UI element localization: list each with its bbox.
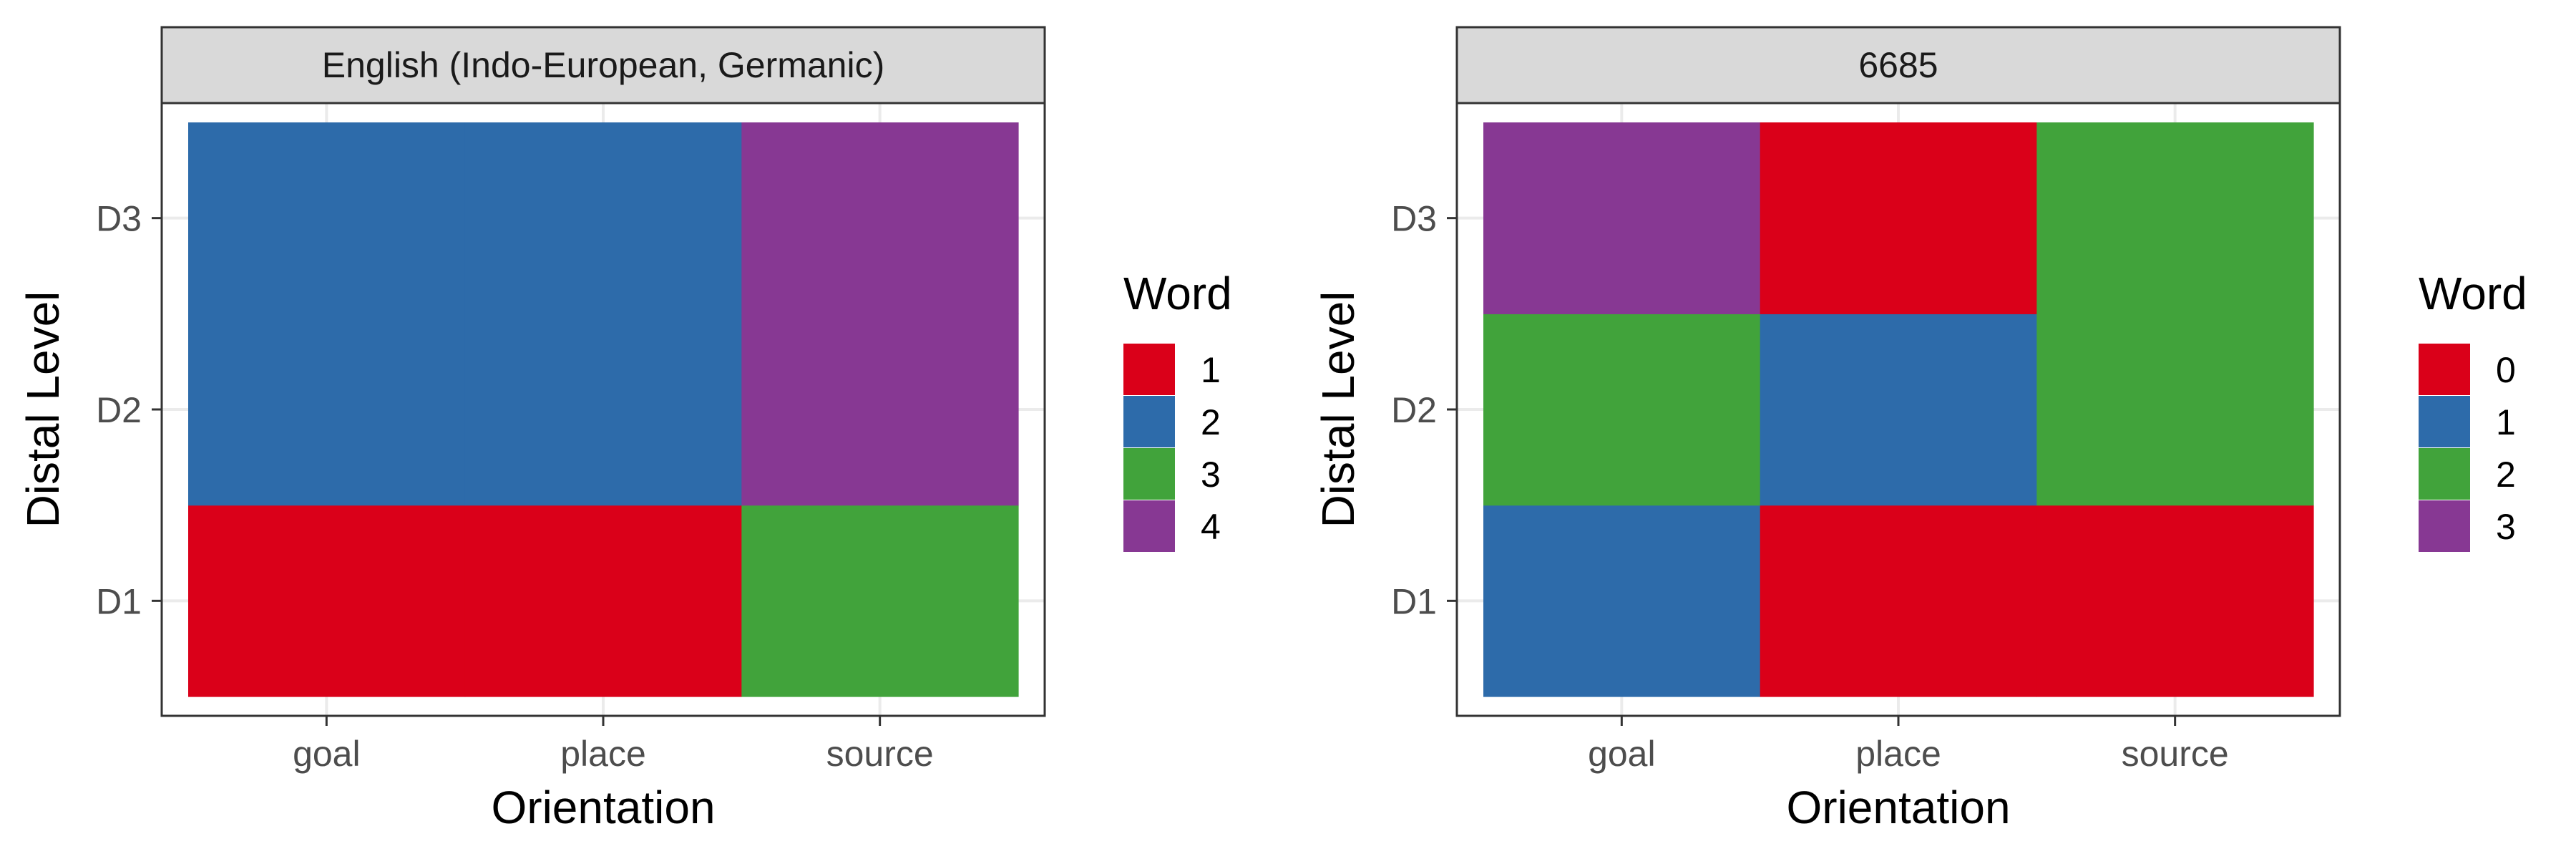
y-tick-label: D2	[96, 390, 142, 430]
x-tick-label: place	[560, 734, 646, 774]
tile-place-D2	[1760, 314, 2037, 506]
legend-key-1	[2419, 396, 2470, 447]
tile-goal-D3	[188, 122, 466, 314]
tile-place-D2	[464, 314, 742, 506]
legend-label: 0	[2496, 350, 2516, 390]
x-tick-label: goal	[293, 734, 361, 774]
tile-place-D3	[464, 122, 742, 314]
tile-place-D3	[1760, 122, 2037, 314]
legend-key-2	[1123, 396, 1175, 447]
tile-source-D3	[741, 122, 1019, 314]
facet-strip-label: English (Indo-European, Germanic)	[322, 45, 885, 85]
x-tick-label: source	[826, 734, 934, 774]
x-tick-label: place	[1855, 734, 1941, 774]
y-tick-label: D1	[96, 581, 142, 621]
legend-label: 2	[1201, 402, 1221, 442]
facet-strip-label: 6685	[1858, 45, 1938, 85]
x-tick-label: goal	[1588, 734, 1656, 774]
facet-strip	[160, 26, 1046, 105]
facet-panel-2: 6685 goal place source D1 D2 D3 Orientation Dist…	[1312, 26, 2527, 833]
tile-goal-D3	[1483, 122, 1761, 314]
tile-goal-D2	[188, 314, 466, 506]
y-tick-label: D3	[1391, 199, 1437, 239]
legend-label: 2	[2496, 455, 2516, 495]
legend-key-3	[2419, 500, 2470, 552]
x-axis-title: Orientation	[1786, 782, 2010, 833]
tile-place-D1	[464, 505, 742, 697]
legend-key-4	[1123, 500, 1175, 552]
x-tick-label: source	[2122, 734, 2229, 774]
legend-key-3	[1123, 448, 1175, 500]
legend-key-0	[2419, 344, 2470, 395]
tile-source-D1	[2036, 505, 2314, 697]
legend-key-1	[1123, 344, 1175, 395]
y-axis-title: Distal Level	[17, 291, 69, 528]
legend-label: 1	[2496, 402, 2516, 442]
tile-source-D2	[2036, 314, 2314, 506]
legend-label: 3	[1201, 455, 1221, 495]
tile-source-D3	[2036, 122, 2314, 314]
legend-title: Word	[1123, 268, 1232, 319]
legend-label: 3	[2496, 507, 2516, 547]
tile-source-D1	[741, 505, 1019, 697]
tile-goal-D1	[188, 505, 466, 697]
tile-source-D2	[741, 314, 1019, 506]
tile-place-D1	[1760, 505, 2037, 697]
tile-goal-D1	[1483, 505, 1761, 697]
facet-panel-1: English (Indo-European, Germanic) goal pla…	[17, 26, 1232, 833]
y-tick-label: D1	[1391, 581, 1437, 621]
y-tick-label: D2	[1391, 390, 1437, 430]
legend-key-2	[2419, 448, 2470, 500]
x-axis-title: Orientation	[491, 782, 715, 833]
facet-strip	[1455, 26, 2341, 105]
legend-title: Word	[2419, 268, 2527, 319]
legend-label: 1	[1201, 350, 1221, 390]
legend-label: 4	[1201, 507, 1221, 547]
y-tick-label: D3	[96, 199, 142, 239]
y-axis-title: Distal Level	[1312, 291, 1364, 528]
tile-goal-D2	[1483, 314, 1761, 506]
